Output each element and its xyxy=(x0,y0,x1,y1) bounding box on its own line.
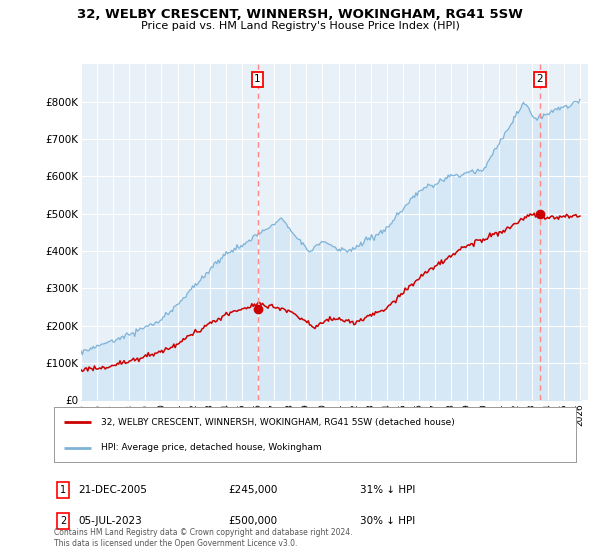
Text: Price paid vs. HM Land Registry's House Price Index (HPI): Price paid vs. HM Land Registry's House … xyxy=(140,21,460,31)
Text: 2: 2 xyxy=(60,516,66,526)
Text: 32, WELBY CRESCENT, WINNERSH, WOKINGHAM, RG41 5SW: 32, WELBY CRESCENT, WINNERSH, WOKINGHAM,… xyxy=(77,8,523,21)
Text: 1: 1 xyxy=(60,485,66,495)
Text: 05-JUL-2023: 05-JUL-2023 xyxy=(78,516,142,526)
Text: £500,000: £500,000 xyxy=(228,516,277,526)
Text: 21-DEC-2005: 21-DEC-2005 xyxy=(78,485,147,495)
Text: Contains HM Land Registry data © Crown copyright and database right 2024.
This d: Contains HM Land Registry data © Crown c… xyxy=(54,528,353,548)
Text: £245,000: £245,000 xyxy=(228,485,277,495)
Text: 2: 2 xyxy=(536,74,543,85)
Text: 30% ↓ HPI: 30% ↓ HPI xyxy=(360,516,415,526)
Text: 32, WELBY CRESCENT, WINNERSH, WOKINGHAM, RG41 5SW (detached house): 32, WELBY CRESCENT, WINNERSH, WOKINGHAM,… xyxy=(101,418,455,427)
Text: 31% ↓ HPI: 31% ↓ HPI xyxy=(360,485,415,495)
Text: HPI: Average price, detached house, Wokingham: HPI: Average price, detached house, Woki… xyxy=(101,443,322,452)
Text: 1: 1 xyxy=(254,74,261,85)
